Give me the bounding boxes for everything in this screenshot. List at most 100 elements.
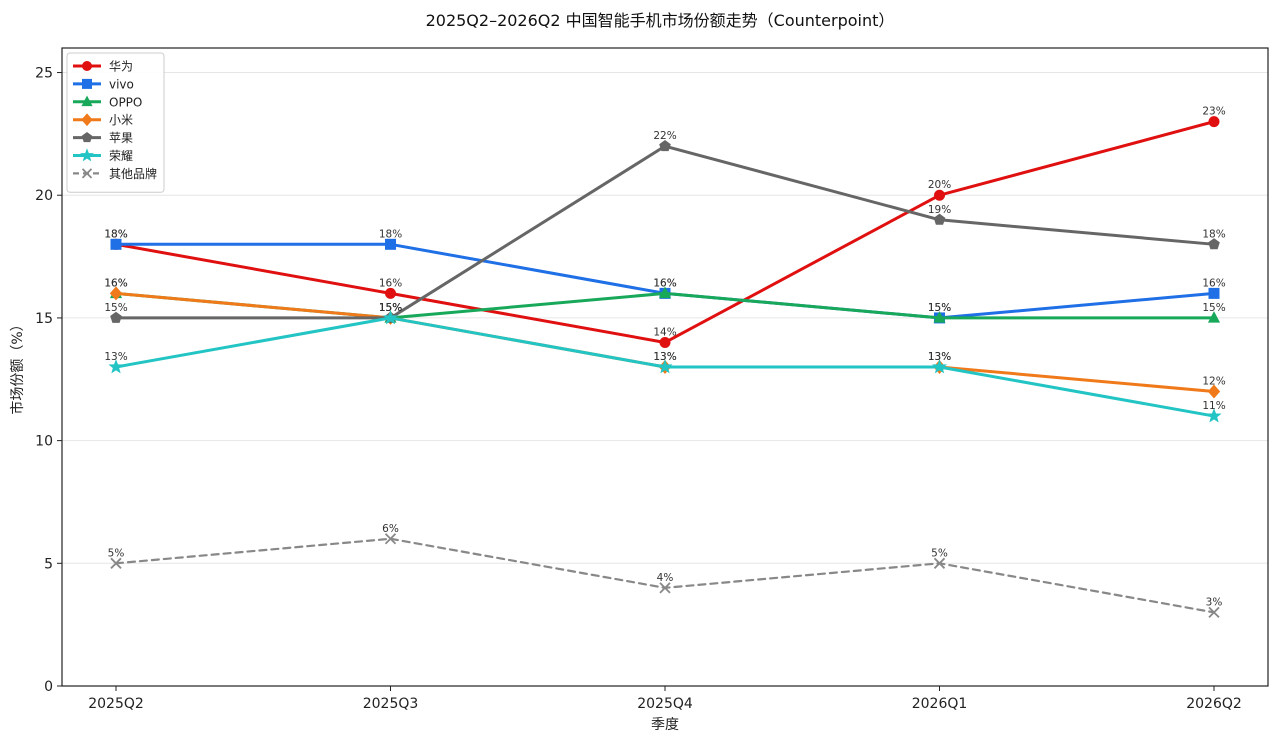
data-point-vivo: [385, 238, 396, 250]
y-tick-label: 15: [35, 311, 53, 327]
data-label-vivo: 16%: [653, 277, 676, 289]
data-label-series-1: 16%: [379, 277, 402, 289]
y-axis-label: 市场份额（%）: [9, 317, 26, 414]
data-label-series-4: 13%: [928, 351, 951, 363]
legend-marker-oppo: [81, 95, 93, 107]
data-point-series-6: [108, 359, 124, 374]
data-label-series-5: 15%: [379, 302, 402, 314]
legend-item-series-7: 其他品牌: [73, 167, 157, 181]
legend-label-series-4: 小米: [109, 113, 133, 127]
data-point-series-1: [1208, 116, 1220, 128]
data-point-series-1: [385, 287, 396, 299]
legend-marker-series-7: [81, 168, 93, 179]
data-point-series-5: [659, 140, 671, 152]
data-label-series-7: 4%: [657, 572, 674, 584]
series-series-6: 13% 15% 13% 13% 11%: [104, 302, 1226, 423]
data-label-series-1: 18%: [104, 228, 127, 240]
data-label-oppo: 16%: [653, 277, 676, 289]
legend-item-vivo: vivo: [73, 77, 134, 91]
data-label-vivo: 18%: [104, 228, 127, 240]
y-tick-label: 5: [44, 556, 53, 572]
legend-label-vivo: vivo: [109, 77, 134, 91]
legend-label-series-5: 苹果: [109, 131, 133, 145]
data-point-series-1: [934, 189, 945, 201]
plot-area: 0 5 10 15 20 25 2025Q2 2025Q3 2025Q4 2026Q1 2026Q2…: [35, 47, 1269, 712]
data-label-series-7: 3%: [1206, 596, 1223, 608]
data-point-vivo: [110, 238, 122, 250]
data-label-oppo: 15%: [928, 302, 951, 314]
data-label-series-1: 14%: [653, 326, 676, 338]
data-label-series-1: 23%: [1202, 106, 1225, 118]
x-axis-label: 季度: [651, 717, 679, 733]
x-tick-label: 2025Q4: [637, 696, 693, 712]
data-point-series-4: [109, 286, 123, 301]
data-point-series-6: [382, 310, 399, 325]
data-point-series-5: [110, 311, 122, 323]
data-point-oppo: [1207, 311, 1221, 323]
y-tick-label: 0: [44, 679, 53, 695]
data-label-series-1: 20%: [928, 179, 951, 191]
series-oppo: 16% 15% 16% 15% 15%: [104, 277, 1226, 323]
series-series-5: 15% 15% 22% 19% 18%: [104, 130, 1226, 323]
data-label-series-4: 12%: [1202, 376, 1225, 388]
legend-item-series-5: 苹果: [73, 131, 133, 145]
legend-item-series-1: 华为: [73, 60, 133, 74]
legend-label-series-6: 荣耀: [109, 149, 133, 163]
series-series-1: 18% 16% 14% 20% 23%: [104, 106, 1226, 348]
data-label-series-6: 13%: [104, 351, 127, 363]
legend-label-series-7: 其他品牌: [109, 167, 157, 181]
legend-item-series-4: 小米: [73, 113, 133, 127]
data-label-series-4: 16%: [104, 277, 127, 289]
data-label-vivo: 15%: [928, 302, 951, 314]
data-point-series-7: [933, 557, 946, 569]
data-point-series-7: [110, 557, 122, 569]
legend-marker-series-5: [81, 132, 93, 143]
data-point-series-7: [659, 582, 671, 594]
data-label-series-5: 15%: [104, 302, 127, 314]
data-label-series-6: 13%: [928, 351, 951, 363]
data-label-series-6: 13%: [653, 351, 676, 363]
x-tick-label: 2025Q3: [363, 696, 419, 712]
data-label-series-7: 6%: [382, 523, 399, 535]
data-point-vivo: [1208, 287, 1220, 299]
legend-item-oppo: OPPO: [73, 95, 142, 109]
data-label-oppo: 15%: [379, 302, 402, 314]
legend-marker-series-1: [82, 61, 92, 71]
data-point-series-6: [931, 359, 948, 374]
x-tick-label: 2026Q2: [1186, 696, 1242, 712]
data-point-series-6: [657, 359, 673, 374]
data-label-series-5: 22%: [653, 130, 676, 142]
data-label-series-6: 15%: [379, 302, 402, 314]
data-point-series-4: [1207, 384, 1221, 399]
data-point-series-5: [1208, 238, 1220, 250]
data-label-oppo: 16%: [104, 277, 127, 289]
data-label-series-4: 13%: [653, 351, 676, 363]
x-tick-label: 2025Q2: [88, 696, 144, 712]
y-tick-label: 25: [35, 66, 53, 82]
data-label-oppo: 15%: [1202, 302, 1225, 314]
chart-title: 2025Q2–2026Q2 中国智能手机市场份额走势（Counterpoint）: [426, 11, 895, 30]
y-tick-label: 10: [35, 434, 53, 450]
series-series-7: 5% 6% 4% 5% 3%: [108, 523, 1223, 619]
data-point-series-1: [659, 336, 671, 348]
legend-marker-vivo: [82, 78, 92, 89]
data-label-vivo: 18%: [379, 228, 402, 240]
data-label-series-6: 11%: [1202, 400, 1225, 412]
legend-label-series-1: 华为: [109, 60, 133, 74]
data-label-series-5: 19%: [928, 204, 951, 216]
data-label-series-5: 18%: [1202, 228, 1225, 240]
legend-label-oppo: OPPO: [109, 95, 142, 109]
data-label-series-7: 5%: [931, 547, 948, 559]
data-label-series-4: 15%: [379, 302, 402, 314]
data-point-series-7: [384, 533, 397, 545]
legend-item-series-6: 荣耀: [73, 148, 133, 163]
data-label-vivo: 16%: [1202, 277, 1225, 289]
y-tick-label: 20: [35, 188, 53, 204]
legend-marker-series-4: [81, 113, 93, 127]
x-tick-label: 2026Q1: [912, 696, 968, 712]
data-point-oppo: [658, 286, 672, 299]
data-point-series-5: [933, 213, 946, 225]
legend-marker-series-6: [80, 148, 94, 162]
